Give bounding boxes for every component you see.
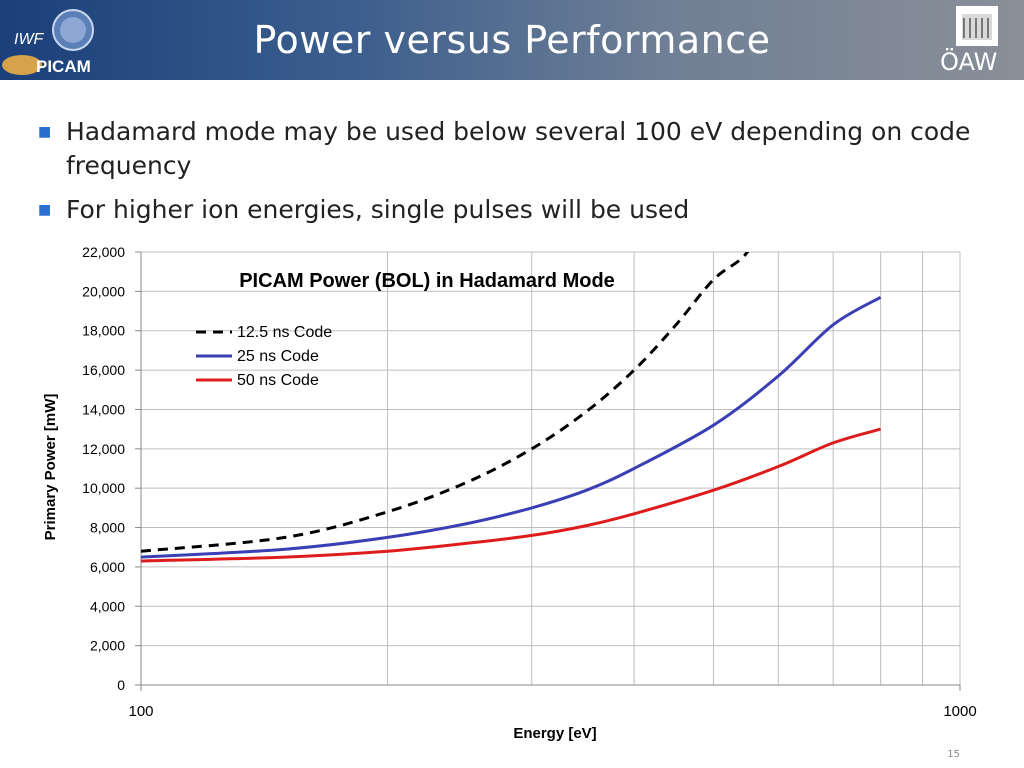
power-chart: 0 2,000 4,000 6,000 8,000 10,000 12,000 14,000 1… <box>42 244 977 742</box>
series-line-12-5-ns-code <box>141 252 750 553</box>
x-tick-label: 100 <box>128 703 153 720</box>
bullet-text: Hadamard mode may be used below several … <box>66 117 971 180</box>
y-tick-label: 16,000 <box>82 362 125 378</box>
y-tick-label: 2,000 <box>90 638 125 654</box>
y-tick-label: 0 <box>117 677 125 693</box>
series-layer <box>141 252 882 563</box>
y-tick-label: 4,000 <box>90 598 125 614</box>
y-axis-label: Primary Power [mW] <box>42 394 59 541</box>
bullet-item: ■ Hadamard mode may be used below severa… <box>38 115 988 183</box>
x-tick-label: 1000 <box>943 703 976 720</box>
oaw-logo: ÖAW <box>932 4 1018 78</box>
logo-picam-text: PICAM <box>36 57 91 76</box>
y-tick-label: 20,000 <box>82 283 125 299</box>
y-tick-label: 10,000 <box>82 480 125 496</box>
series-line-50-ns-code <box>141 427 882 563</box>
y-tick-label: 12,000 <box>82 441 125 457</box>
series-line-25-ns-code <box>141 295 882 559</box>
bullet-item: ■ For higher ion energies, single pulses… <box>38 193 988 227</box>
logo-iwf-text: IWF <box>14 31 45 48</box>
x-axis-label: Energy [eV] <box>513 725 596 742</box>
chart-legend: 12.5 ns Code 25 ns Code 50 ns Code <box>196 324 332 389</box>
header-bar: IWF PICAM Power versus Performance ÖAW <box>0 0 1024 80</box>
y-tick-label: 6,000 <box>90 559 125 575</box>
bullet-list: ■ Hadamard mode may be used below severa… <box>38 115 988 237</box>
bullet-square-icon: ■ <box>38 124 52 140</box>
grid-layer <box>141 251 961 685</box>
oaw-text: ÖAW <box>940 48 998 76</box>
chart-title: PICAM Power (BOL) in Hadamard Mode <box>239 270 615 292</box>
y-tick-label: 22,000 <box>82 244 125 260</box>
y-tick-label: 8,000 <box>90 520 125 536</box>
page-number: 15 <box>947 749 960 760</box>
y-tick-label: 14,000 <box>82 401 125 417</box>
y-tick-label: 18,000 <box>82 323 125 339</box>
bullet-square-icon: ■ <box>38 202 52 218</box>
page-title: Power versus Performance <box>253 18 771 62</box>
bullet-text: For higher ion energies, single pulses w… <box>66 195 690 224</box>
legend-label: 50 ns Code <box>237 372 319 389</box>
legend-label: 12.5 ns Code <box>237 324 332 341</box>
iwf-picam-logo: IWF PICAM <box>0 8 96 78</box>
legend-label: 25 ns Code <box>237 348 319 365</box>
axis-layer: 0 2,000 4,000 6,000 8,000 10,000 12,000 14,000 1… <box>82 244 977 720</box>
